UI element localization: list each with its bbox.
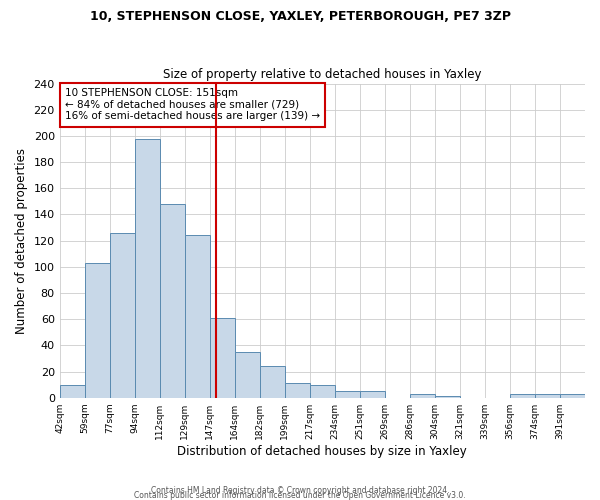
Bar xyxy=(110,233,135,398)
Bar xyxy=(260,366,285,398)
Bar xyxy=(85,263,110,398)
Bar xyxy=(560,394,585,398)
Text: Contains public sector information licensed under the Open Government Licence v3: Contains public sector information licen… xyxy=(134,491,466,500)
Bar xyxy=(210,318,235,398)
Bar xyxy=(310,384,335,398)
Bar xyxy=(335,391,360,398)
Bar xyxy=(435,396,460,398)
Y-axis label: Number of detached properties: Number of detached properties xyxy=(15,148,28,334)
Bar xyxy=(360,391,385,398)
Bar xyxy=(285,384,310,398)
Text: Contains HM Land Registry data © Crown copyright and database right 2024.: Contains HM Land Registry data © Crown c… xyxy=(151,486,449,495)
X-axis label: Distribution of detached houses by size in Yaxley: Distribution of detached houses by size … xyxy=(178,444,467,458)
Bar xyxy=(510,394,535,398)
Bar xyxy=(185,236,210,398)
Bar xyxy=(160,204,185,398)
Bar xyxy=(235,352,260,398)
Bar xyxy=(135,138,160,398)
Bar xyxy=(535,394,560,398)
Text: 10 STEPHENSON CLOSE: 151sqm
← 84% of detached houses are smaller (729)
16% of se: 10 STEPHENSON CLOSE: 151sqm ← 84% of det… xyxy=(65,88,320,122)
Bar xyxy=(410,394,435,398)
Bar xyxy=(59,384,85,398)
Text: 10, STEPHENSON CLOSE, YAXLEY, PETERBOROUGH, PE7 3ZP: 10, STEPHENSON CLOSE, YAXLEY, PETERBOROU… xyxy=(89,10,511,23)
Title: Size of property relative to detached houses in Yaxley: Size of property relative to detached ho… xyxy=(163,68,482,81)
